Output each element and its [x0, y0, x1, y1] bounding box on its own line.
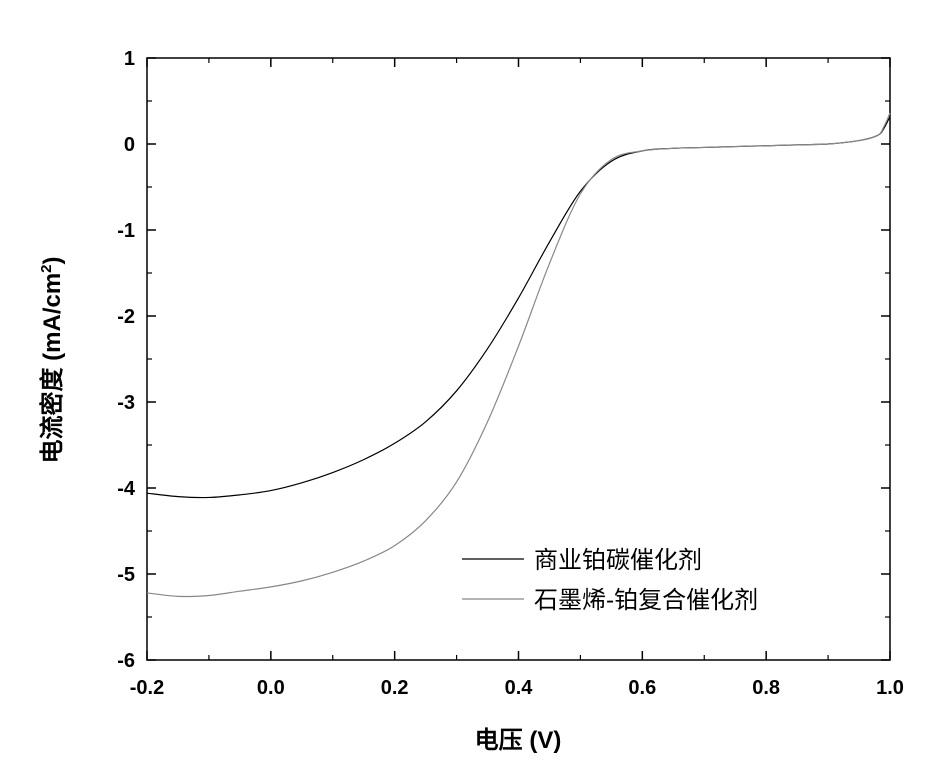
x-tick-label: 0.8 [752, 677, 780, 699]
series-lines [147, 113, 890, 596]
y-tick-label: -3 [117, 392, 135, 414]
x-tick-label: 0.6 [628, 677, 656, 699]
x-tick-label: -0.2 [130, 677, 164, 699]
x-tick-label: 1.0 [876, 677, 904, 699]
legend-label-graphene: 石墨烯-铂复合催化剂 [534, 586, 758, 614]
y-tick-label: 0 [124, 134, 135, 156]
x-tick-label: 0.0 [257, 677, 285, 699]
series-line-0 [147, 116, 890, 497]
x-tick-label: 0.2 [381, 677, 409, 699]
axis-ticks [147, 58, 890, 660]
legend: 商业铂碳催化剂 石墨烯-铂复合催化剂 [462, 546, 758, 614]
x-tick-label: 0.4 [505, 677, 534, 699]
y-axis-title-superscript: 2 [38, 264, 55, 272]
plot-frame [147, 58, 890, 660]
legend-label-commercial: 商业铂碳催化剂 [534, 546, 702, 574]
series-line-1 [147, 113, 890, 596]
y-axis-title: 电流密度 (mA/cm2) [38, 256, 66, 463]
y-axis-title-main: 电流密度 (mA/cm [38, 273, 66, 464]
y-tick-label: -5 [117, 564, 135, 586]
y-tick-label: -2 [117, 306, 135, 328]
y-tick-label: -4 [117, 478, 136, 500]
y-tick-label: -1 [117, 220, 135, 242]
y-tick-label: -6 [117, 650, 135, 672]
y-axis-title-close: ) [39, 256, 66, 264]
y-tick-label: 1 [124, 48, 135, 70]
x-axis-title: 电压 (V) [475, 727, 562, 754]
